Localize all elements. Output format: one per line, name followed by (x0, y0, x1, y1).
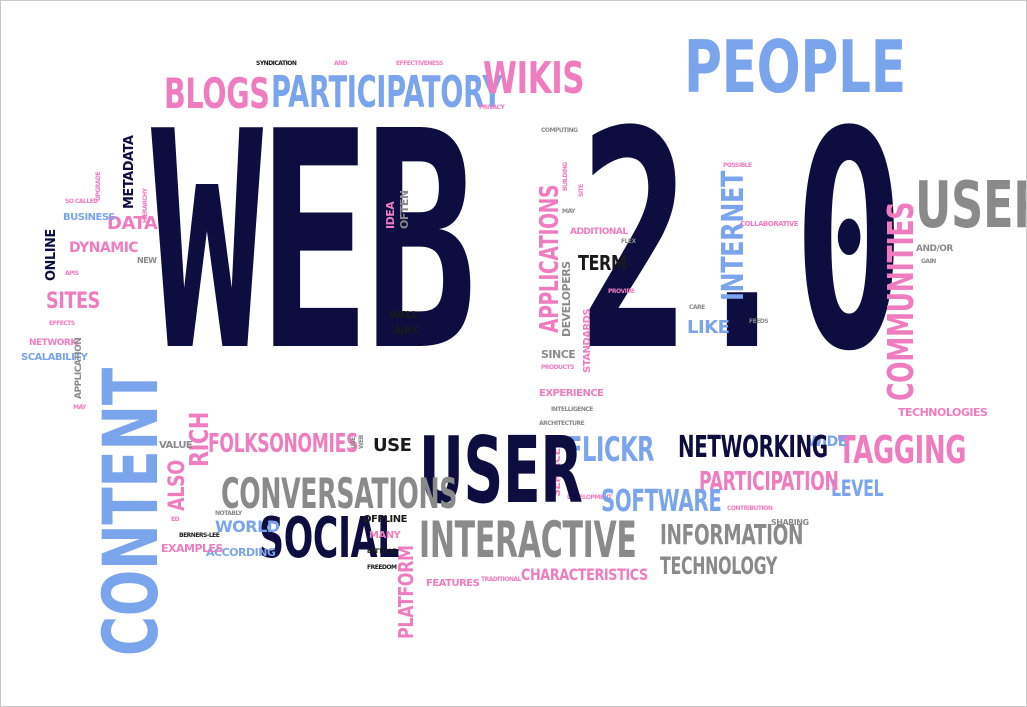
word-since: SINCE (541, 348, 576, 361)
word-like: LIKE (687, 317, 730, 338)
word-technology: TECHNOLOGY (660, 552, 778, 580)
word-metadata: METADATA (122, 135, 137, 210)
word-participatory: PARTICIPATORY (271, 67, 502, 118)
word-content: CONTENT (86, 368, 175, 656)
word-value: VALUE (159, 440, 193, 451)
word-flickr: FLICKR (567, 430, 655, 470)
word-people: PEOPLE (684, 25, 906, 109)
word-technologies: TECHNOLOGIES (898, 406, 988, 419)
word-well: WELL (389, 310, 418, 321)
word-blogs: BLOGS (164, 69, 270, 118)
word-may: MAY (73, 404, 86, 411)
word-use-small: USE (350, 437, 357, 449)
word-internet: INTERNET (716, 171, 751, 301)
word-battelle: BATTELLE (367, 548, 396, 555)
word-user: USER (419, 417, 583, 524)
word-information: INFORMATION (660, 518, 804, 551)
word-sharing: SHARING (771, 518, 809, 527)
word-standards: STANDARDS (582, 308, 593, 373)
word-interactive: INTERACTIVE (419, 511, 637, 569)
word-many: MANY (369, 530, 401, 541)
word-offline: OFFLINE (363, 514, 407, 525)
word-term: TERM (578, 251, 627, 275)
word-flex: FLEX (621, 238, 636, 245)
word-effects: EFFECTS (49, 320, 75, 327)
word-feeds: FEEDS (749, 318, 769, 325)
word-features: FEATURES (426, 578, 480, 589)
word-conversations: CONVERSATIONS (221, 469, 458, 518)
word-software: SOFTWARE (601, 484, 722, 519)
word-collaborative: COLLABORATIVE (740, 220, 799, 228)
word-care: CARE (689, 304, 705, 311)
word-andor: AND/OR (916, 244, 953, 254)
word-berners-lee: BERNERS-LEE (179, 532, 220, 539)
word-characteristics: CHARACTERISTICS (521, 565, 648, 584)
word-wikis: WIKIS (483, 53, 585, 104)
word-contribution: CONTRIBUTION (727, 505, 773, 512)
word-traditional: TRADITIONAL (481, 576, 521, 583)
word-development: DEVELOPMENT (567, 494, 612, 501)
word-sites: SITES (46, 289, 100, 314)
word-new: NEW (137, 256, 157, 265)
word-communities: COMMUNITIES (881, 201, 922, 401)
word-users: USERS (915, 169, 1026, 243)
word-upgrade: UPGRADE (95, 171, 102, 201)
word-computing: COMPUTING (541, 127, 578, 134)
word-building: BUILDING (562, 162, 569, 191)
word-site: SITE (578, 184, 585, 197)
word-online: ONLINE (44, 229, 59, 281)
word-hierarchy: HIERARCHY (142, 188, 149, 223)
word-according: ACCORDING (206, 546, 276, 559)
word-web-2-0: WEB 2.0 (151, 68, 905, 417)
word-apis: APIS (65, 270, 79, 277)
word-often: OFTEN (398, 190, 411, 229)
word-wide: WIDE (807, 434, 847, 450)
word-web-small: WEB (358, 435, 365, 449)
word-business: BUSINESS (63, 212, 115, 223)
word-participation: PARTICIPATION (699, 467, 839, 497)
word-data: DATA (107, 213, 158, 234)
word-world: WORLD (215, 517, 280, 536)
word-notably: NOTABLY (215, 510, 242, 517)
word-idea: IDEA (384, 201, 397, 229)
word-may2: MAY (562, 208, 575, 215)
word-additional: ADDITIONAL (570, 227, 628, 237)
word-socalled: SO CALLED (65, 198, 98, 205)
word-privacy: PRIVACY (479, 104, 505, 111)
word-scalability: SCALABILITY (21, 352, 88, 363)
word-possible: POSSIBLE (723, 162, 752, 169)
word-developers: DEVELOPERS (560, 261, 573, 337)
word-architecture: ARCHITECTURE (539, 420, 585, 427)
word-use: USE (373, 435, 412, 456)
word-ed: ED (171, 516, 180, 523)
word-products: PRODUCTS (541, 364, 574, 371)
word-freedom: FREEDOM (367, 564, 397, 571)
word-syndication: SYNDICATION (256, 60, 297, 67)
word-experience: EXPERIENCE (539, 388, 604, 399)
word-application: APPLICATION (74, 337, 84, 399)
word-social: SOCIAL (259, 506, 400, 571)
word-level: LEVEL (831, 477, 884, 502)
word-intelligence: INTELLIGENCE (551, 406, 593, 413)
word-gain: GAIN (921, 258, 936, 265)
word-dynamic: DYNAMIC (69, 240, 139, 256)
word-examples: EXAMPLES (161, 542, 223, 555)
word-ajax: AJAX (393, 325, 418, 336)
word-effectiveness: EFFECTIVENESS (396, 60, 443, 67)
word-and: AND (334, 60, 348, 67)
word-networking: NETWORKING (678, 430, 828, 465)
word-network: NETWORK (29, 338, 77, 348)
word-tagging: TAGGING (838, 428, 967, 472)
word-provide: PROVIDE (608, 288, 635, 295)
word-folksonomies: FOLKSONOMIES (208, 429, 359, 459)
